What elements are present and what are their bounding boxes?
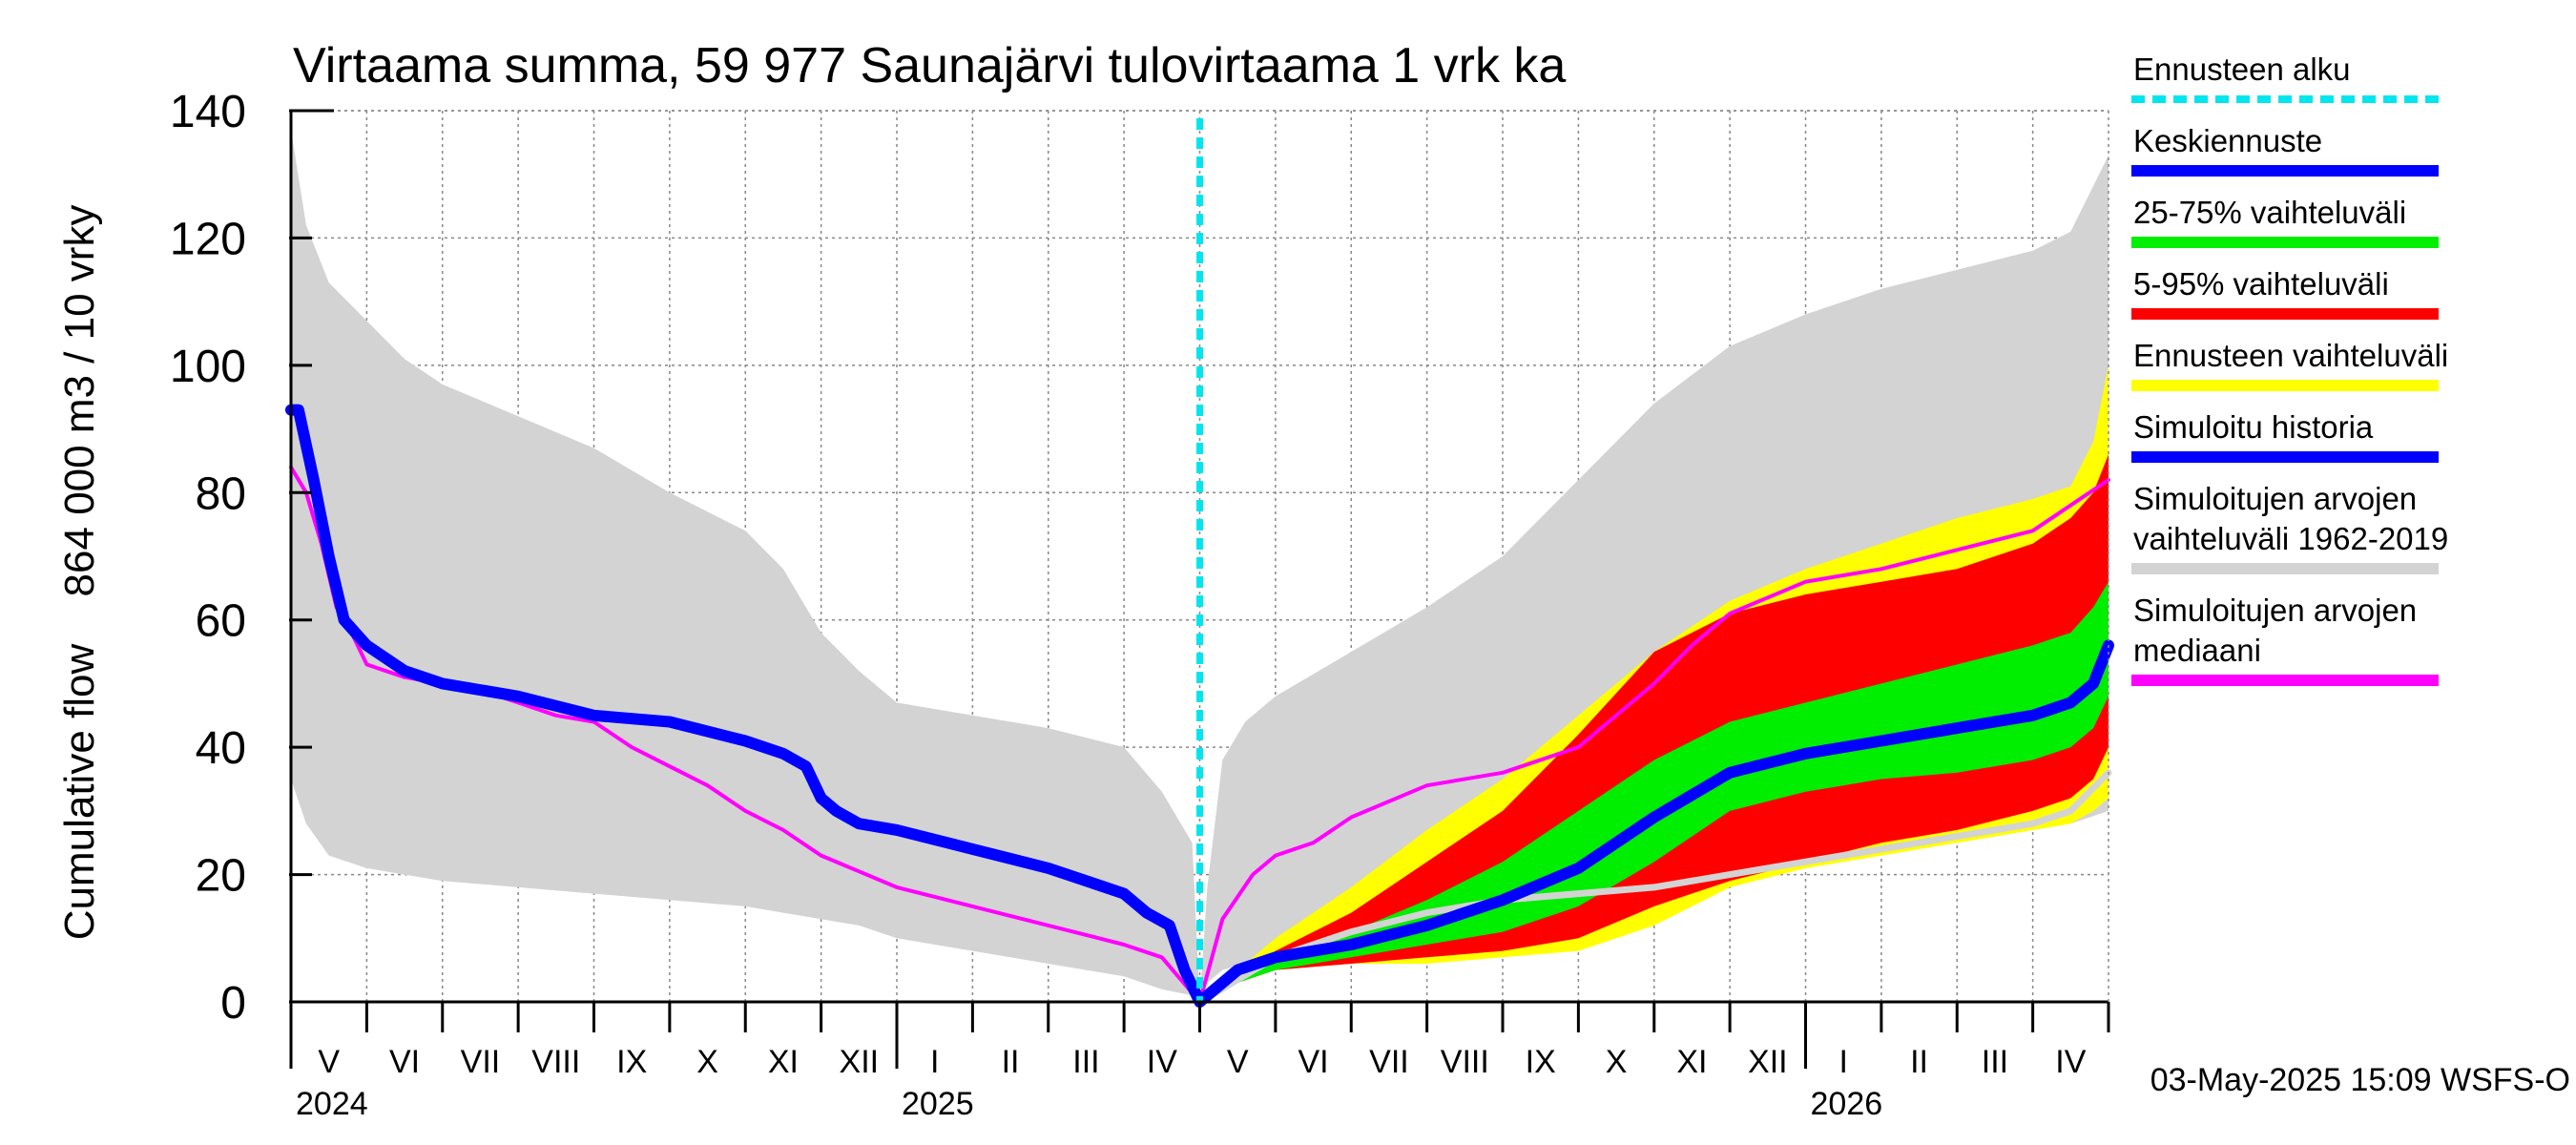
x-month-label: III	[1072, 1044, 1099, 1080]
x-month-label: IX	[1526, 1044, 1556, 1080]
x-month-label: X	[1606, 1044, 1628, 1080]
x-month-label: IV	[1147, 1044, 1177, 1080]
legend-label: 5-95% vaihteluväli	[2133, 266, 2389, 302]
p25-75-band	[1199, 581, 2109, 1002]
legend: Ennusteen alku Keskiennuste 25-75% vaihtel…	[2131, 52, 2448, 686]
legend-label: Simuloitujen arvojen	[2133, 481, 2417, 516]
p5-95-band	[1199, 454, 2109, 1002]
y-tick-labels: 0 20 40 60 80 100 120 140	[170, 87, 312, 1029]
x-month-label: XII	[1748, 1044, 1788, 1080]
y-tick-label: 20	[196, 851, 246, 902]
forecast-median-line	[1194, 639, 2114, 1008]
x-month-label: IX	[616, 1044, 647, 1080]
legend-label: vaihteluväli 1962-2019	[2133, 521, 2448, 556]
x-month-label: VI	[1298, 1044, 1329, 1080]
series-layer	[285, 118, 2114, 1008]
y-tick-label: 40	[196, 723, 246, 774]
legend-label: Ennusteen alku	[2133, 52, 2351, 87]
legend-label: Simuloitujen arvojen	[2133, 593, 2417, 628]
legend-label: Keskiennuste	[2133, 123, 2322, 158]
y-axis-label-line1: Cumulative flow	[56, 644, 103, 941]
y-tick-label: 80	[196, 468, 246, 519]
legend-label: Simuloitu historia	[2133, 409, 2374, 445]
x-year-label: 2026	[1811, 1086, 1883, 1122]
x-month-label: XI	[1676, 1044, 1707, 1080]
chart-title: Virtaama summa, 59 977 Saunajärvi tulovi…	[293, 38, 1566, 94]
x-month-label: VIII	[531, 1044, 580, 1080]
x-year-label: 2025	[902, 1086, 974, 1122]
legend-label: mediaani	[2133, 633, 2261, 668]
y-tick-label: 120	[170, 214, 246, 264]
x-month-label: XI	[768, 1044, 799, 1080]
x-month-label: VII	[1369, 1044, 1409, 1080]
history-range-band	[291, 130, 1200, 1002]
x-month-labels: V VI VII VIII IX X XI XII I II III IV V VI VII VIII IX X X…	[289, 1002, 2110, 1122]
x-month-label: VIII	[1441, 1044, 1489, 1080]
x-month-label: II	[1910, 1044, 1928, 1080]
y-tick-label: 140	[170, 87, 246, 137]
x-month-label: XII	[840, 1044, 880, 1080]
forecast-sim-median-line	[1197, 477, 2110, 1004]
x-year-label: 2024	[296, 1086, 368, 1122]
forecast-sim-gray-line	[1196, 769, 2112, 1006]
y-tick-label: 100	[170, 342, 246, 392]
x-month-label: I	[930, 1044, 939, 1080]
y-tick-label: 60	[196, 596, 246, 647]
x-month-label: I	[1839, 1044, 1847, 1080]
legend-label: Ennusteen vaihteluväli	[2133, 338, 2448, 373]
y-tick-label: 0	[220, 978, 246, 1029]
x-month-label: V	[318, 1044, 340, 1080]
legend-label: 25-75% vaihteluväli	[2133, 195, 2406, 230]
x-month-label: VI	[389, 1044, 420, 1080]
x-month-label: III	[1982, 1044, 2008, 1080]
x-month-label: IV	[2055, 1044, 2086, 1080]
x-month-label: X	[696, 1044, 718, 1080]
x-month-label: II	[1002, 1044, 1020, 1080]
x-month-label: VII	[461, 1044, 501, 1080]
simulated-history-line	[285, 404, 1206, 1008]
timestamp-label: 03-May-2025 15:09 WSFS-O	[2150, 1062, 2570, 1098]
x-month-label: V	[1227, 1044, 1249, 1080]
y-axis-label-line2: 864 000 m3 / 10 vrky	[56, 205, 103, 597]
